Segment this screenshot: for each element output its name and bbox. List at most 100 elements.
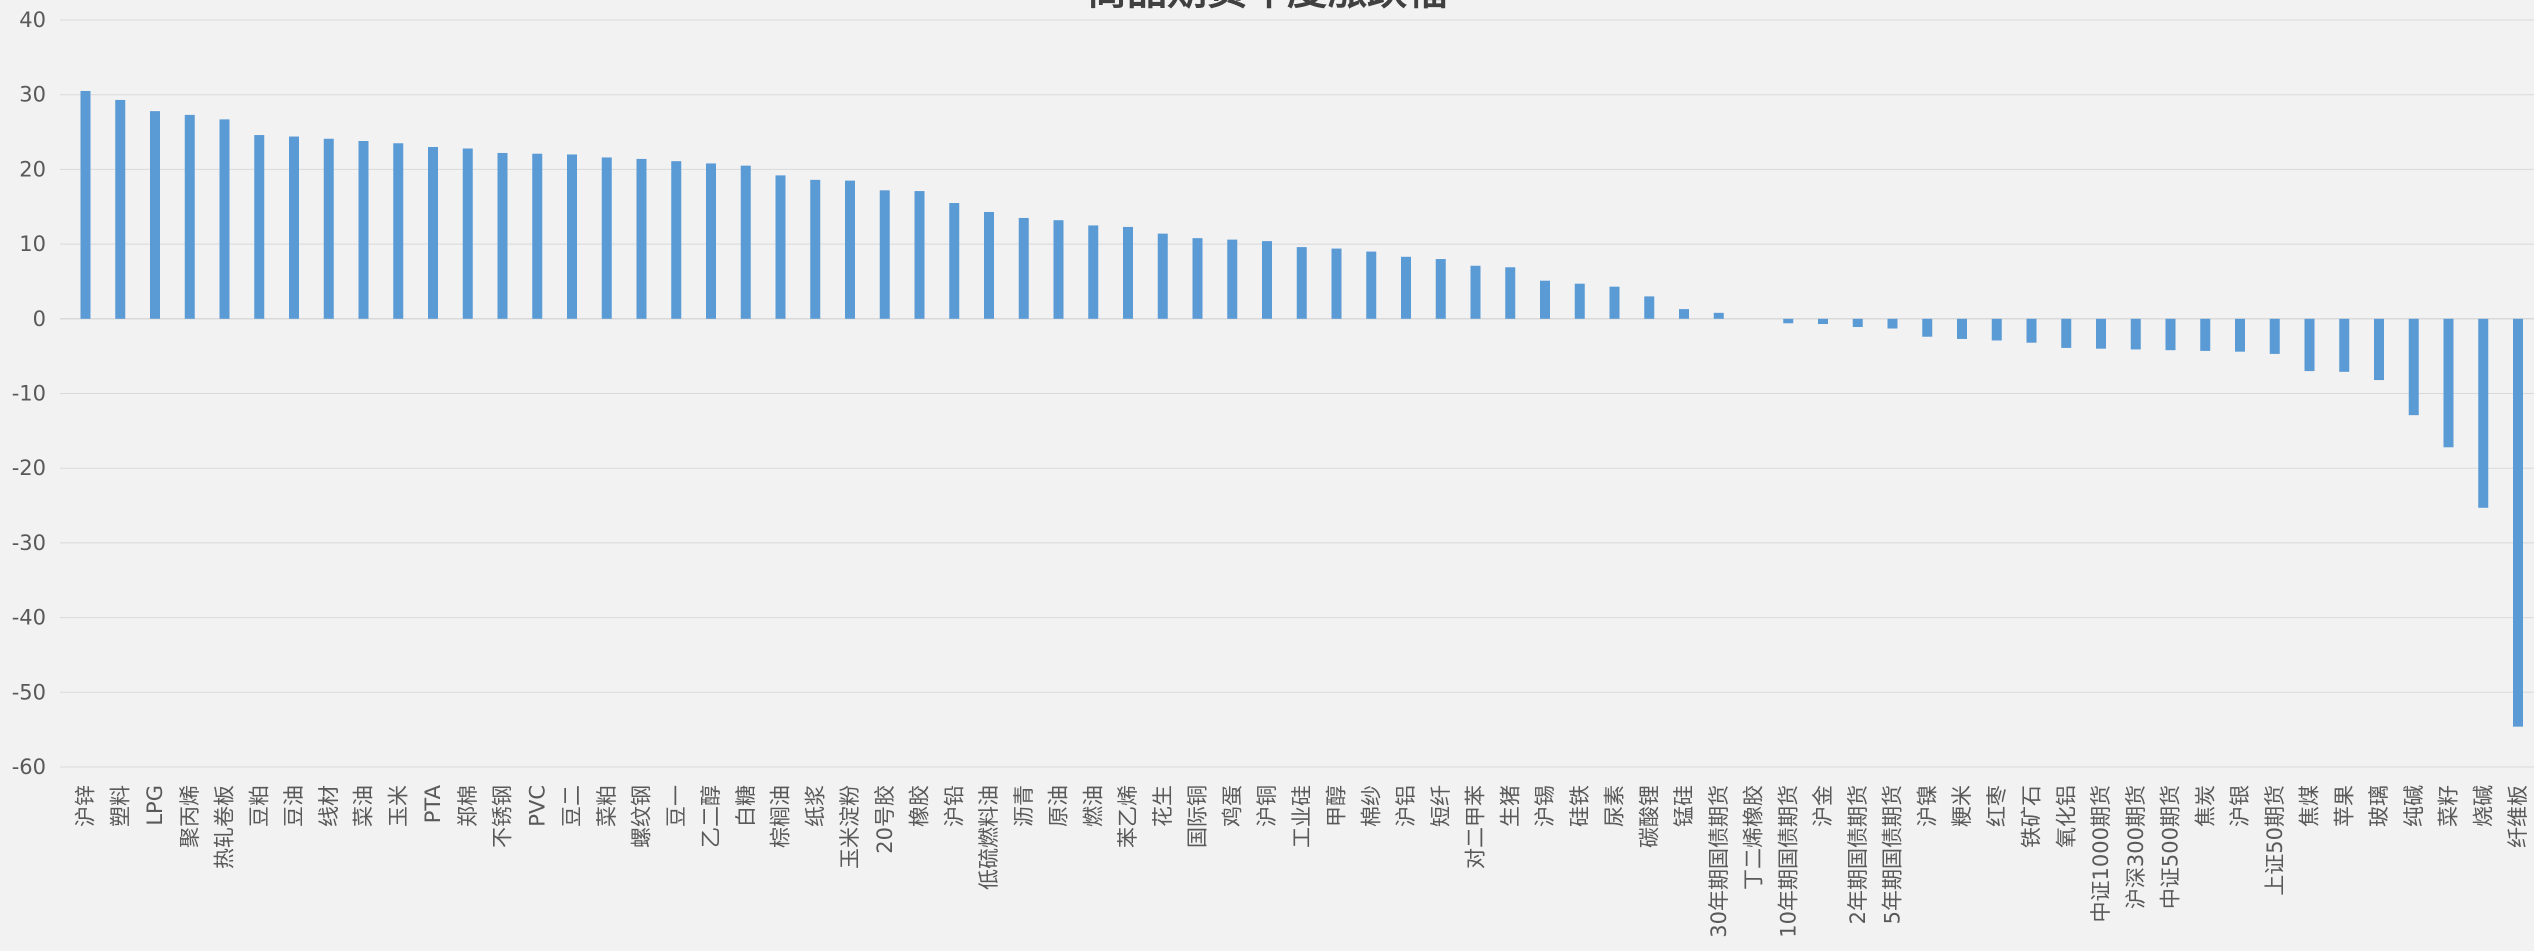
bar [2165, 318, 2176, 351]
gridlines [60, 19, 2534, 768]
bar [1505, 267, 1516, 319]
bar [2269, 318, 2280, 354]
bar [115, 99, 126, 319]
bar [2235, 318, 2245, 352]
x-category-label: 菜油 [352, 785, 376, 827]
bar [532, 153, 543, 319]
bar [1922, 318, 1933, 337]
x-category-label: 豆油 [282, 785, 306, 827]
y-axis-ticks: 40 30 20 10 0 -10 -20 -30 -40 -50 -60 [12, 8, 46, 779]
x-category-label: 焦炭 [2193, 785, 2217, 827]
bar [914, 191, 925, 319]
x-category-label: 焦煤 [2298, 785, 2322, 827]
bar [1957, 318, 1967, 339]
bar [1644, 296, 1655, 319]
bar [775, 175, 786, 319]
bars [80, 90, 2523, 727]
x-category-label: 橡胶 [908, 785, 932, 827]
bar [2339, 318, 2350, 372]
bar [1018, 217, 1029, 319]
x-category-label: 豆粕 [247, 785, 271, 827]
bar [2443, 318, 2454, 448]
x-category-label: 10年期国债期货 [1776, 785, 1800, 938]
bar [706, 163, 716, 319]
bar [2200, 318, 2211, 351]
x-category-label: 郑棉 [456, 785, 480, 827]
x-category-label: LPG [143, 785, 167, 826]
bar [1574, 283, 1585, 319]
x-category-label: 粳米 [1950, 785, 1974, 827]
bar [879, 190, 890, 319]
bar [671, 161, 682, 319]
x-category-label: 苹果 [2332, 785, 2356, 827]
bar [2478, 318, 2489, 508]
bar [1088, 225, 1099, 319]
x-category-label: 铁矿石 [2020, 785, 2044, 848]
bar [1331, 248, 1342, 319]
bar [393, 143, 404, 319]
x-category-label: 尿素 [1603, 785, 1627, 827]
x-category-label: 沪铝 [1394, 785, 1418, 827]
bar [1609, 286, 1620, 319]
bar [2130, 318, 2141, 350]
bar [567, 154, 577, 319]
bar [1679, 309, 1689, 319]
x-category-label: 短纤 [1429, 785, 1453, 827]
x-category-label: 豆一 [664, 785, 688, 827]
bar [289, 136, 299, 319]
x-category-label: 生猪 [1498, 785, 1522, 827]
bar [740, 165, 751, 319]
x-category-label: 氧化铝 [2054, 785, 2078, 848]
x-axis-labels: 沪锌 塑料 LPG 聚丙烯 热轧卷板 豆粕 豆油 线材 菜油 玉米 PTA 郑棉 不锈钢 PVC 豆二 菜粕螺… [74, 784, 2531, 937]
x-category-label: 线材 [317, 785, 341, 827]
bar [1783, 318, 1794, 324]
bar [1227, 239, 1238, 319]
x-category-label: 玉米 [386, 785, 410, 827]
bar [1053, 220, 1064, 319]
x-category-label: 20号胶 [873, 785, 897, 854]
x-category-label: 沪金 [1811, 785, 1835, 827]
bar [1713, 312, 1724, 319]
bar [1366, 251, 1377, 319]
bar [2061, 318, 2072, 348]
x-category-label: 棉纱 [1359, 785, 1383, 827]
y-tick-label: 0 [33, 307, 46, 331]
bar [358, 141, 369, 319]
bar [2304, 318, 2315, 372]
bar [845, 180, 855, 319]
x-category-label: 碳酸锂 [1637, 785, 1661, 848]
x-category-label: 纸浆 [803, 785, 827, 827]
bar [80, 90, 91, 319]
x-category-label: PVC [525, 785, 549, 827]
bar [150, 111, 160, 319]
bar [1540, 280, 1550, 319]
bar [1401, 256, 1411, 319]
bar [462, 148, 473, 319]
x-category-label: 白糖 [734, 785, 758, 827]
x-category-label: 烧碱 [2471, 785, 2495, 827]
x-category-label: 螺纹钢 [630, 785, 654, 848]
y-tick-label: -20 [12, 456, 46, 480]
bar [1296, 247, 1307, 319]
x-category-label: 乙二醇 [699, 785, 723, 848]
x-category-label: 锰硅 [1672, 785, 1696, 827]
y-tick-label: 20 [19, 157, 46, 181]
y-tick-label: 30 [19, 83, 46, 107]
y-tick-label: 10 [19, 232, 46, 256]
x-category-label: 苯乙烯 [1116, 785, 1140, 848]
bar [1818, 318, 1828, 325]
x-category-label: PTA [421, 784, 445, 823]
bar [1123, 226, 1133, 319]
x-category-label: 鸡蛋 [1220, 785, 1244, 827]
bar [1435, 259, 1446, 319]
x-category-label: 5年期国债期货 [1881, 785, 1905, 924]
x-category-label: 纤维板 [2506, 785, 2530, 848]
x-category-label: 聚丙烯 [178, 785, 202, 848]
bar [1470, 265, 1481, 319]
bar [184, 114, 195, 319]
x-category-label: 沥青 [1012, 785, 1036, 827]
x-category-label: 沪深300期货 [2124, 785, 2148, 909]
x-category-label: 中证1000期货 [2089, 785, 2113, 922]
bar [2374, 318, 2384, 381]
